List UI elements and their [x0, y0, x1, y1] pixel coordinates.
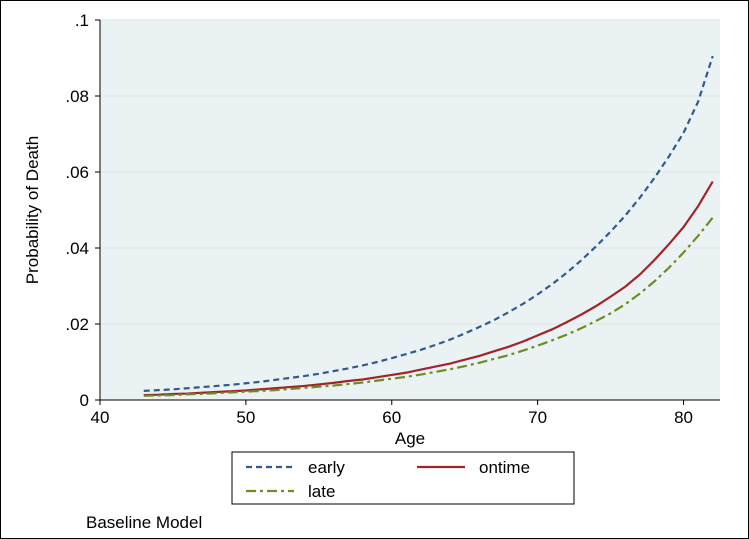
x-tick-label: 40	[91, 408, 110, 427]
legend-label-early: early	[308, 458, 345, 477]
y-tick-label: 0	[80, 391, 89, 410]
x-tick-label: 80	[674, 408, 693, 427]
y-tick-label: .02	[65, 315, 89, 334]
x-tick-label: 70	[528, 408, 547, 427]
plot-background	[100, 20, 720, 400]
y-tick-label: .1	[75, 11, 89, 30]
x-axis-label: Age	[395, 429, 425, 448]
chart-container: 0 .02 .04 .06 .08 .1 40 50 60 70 80 Age Probability …	[0, 0, 749, 539]
y-tick-label: .06	[65, 163, 89, 182]
x-tick-label: 50	[236, 408, 255, 427]
x-tick-label: 60	[382, 408, 401, 427]
legend-label-ontime: ontime	[479, 458, 530, 477]
legend-label-late: late	[308, 482, 335, 501]
footer-text: Baseline Model	[86, 513, 202, 532]
y-axis-label: Probability of Death	[23, 136, 42, 284]
chart-svg: 0 .02 .04 .06 .08 .1 40 50 60 70 80 Age Probability …	[0, 0, 749, 539]
y-tick-label: .04	[65, 239, 89, 258]
y-tick-label: .08	[65, 87, 89, 106]
